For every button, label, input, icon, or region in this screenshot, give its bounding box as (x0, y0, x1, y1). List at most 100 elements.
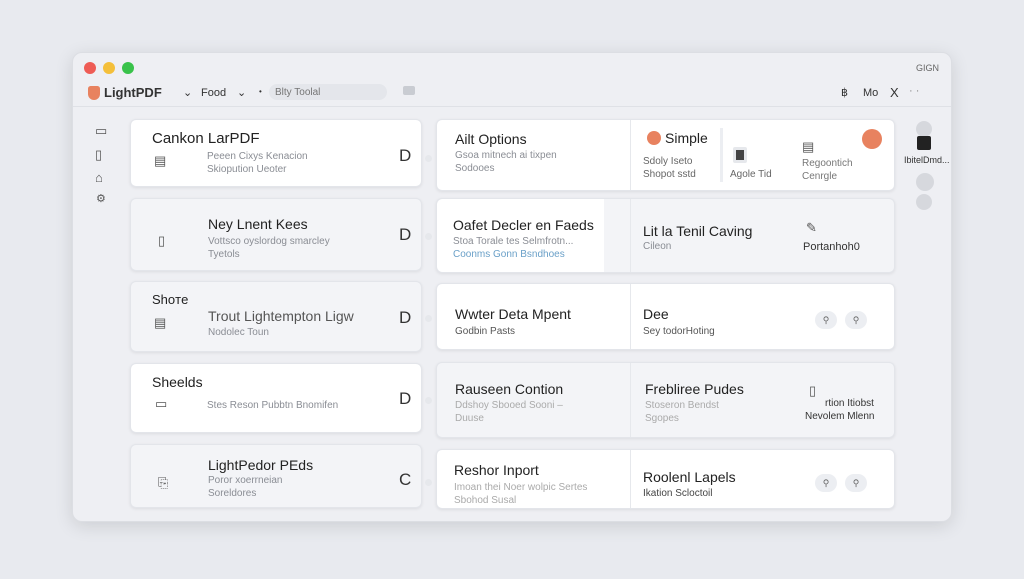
card-title: Ney Lnent Kees (208, 216, 308, 232)
minimize-window-button[interactable] (103, 62, 115, 74)
close-button[interactable]: X (890, 85, 899, 100)
currency-icon[interactable]: ฿ (841, 87, 848, 99)
mode-button[interactable]: Mo (863, 87, 879, 99)
phone-icon: ▯ (158, 233, 166, 248)
card-title: Cankon LarPDF (152, 130, 260, 147)
card-badge: D (399, 308, 412, 327)
link-button[interactable]: ⚲ (815, 474, 837, 492)
dot-icon: • (259, 87, 262, 96)
card-header: Shoтe (152, 292, 189, 307)
link-button[interactable]: ⚲ (845, 311, 867, 329)
card-desc: Imoan thei Noer wolpic Sertes Sbohod Susa… (454, 482, 588, 506)
file-icon[interactable] (733, 147, 747, 163)
divider (630, 120, 631, 190)
col2-desc: Sey todorHoting (643, 326, 715, 337)
connector-dot (425, 315, 432, 322)
search-input[interactable] (269, 84, 387, 100)
more-icon[interactable]: · · (909, 85, 920, 97)
menu-food[interactable]: Food (201, 87, 227, 99)
left-card[interactable]: Sheelds ▭ Stes Reson Pubbtn Bnomifen D (130, 363, 422, 433)
simple-icon (647, 131, 661, 145)
app-logo-icon (88, 86, 100, 100)
card-title: Sheelds (152, 374, 203, 390)
card-badge: D (399, 146, 412, 165)
left-card[interactable]: Shoтe ▤ Trout Lightempton Ligw Nodolec T… (130, 281, 422, 352)
left-card[interactable]: LightPedor PEds ⎘ Poror xoerrneian Soreld… (130, 444, 422, 508)
layout-icon[interactable]: ▭ (95, 123, 108, 138)
col2-desc: Stoseron Bendst Sgopes (645, 400, 719, 424)
connector-dot (425, 155, 432, 162)
item-label[interactable]: Agole Tid (730, 169, 772, 180)
left-card[interactable]: Cankon LarPDF ▤ Peeen Cixys Kenacion Skio… (130, 119, 422, 187)
item-label[interactable]: Regoontich Cenrgle (802, 158, 853, 182)
card-desc: Vottsco oyslordog smarcley Tyetols (208, 236, 330, 260)
col2-title: Frebliree Pudes (645, 381, 744, 397)
right-card[interactable]: Reshor Inport Imoan thei Noer wolpic Ser… (436, 449, 895, 509)
item-label[interactable]: Portanhoh0 (803, 241, 860, 253)
rail-label: IbitelDmd... (904, 155, 950, 165)
app-name: LightPDF (104, 85, 162, 100)
highlight (437, 199, 604, 272)
card-desc: Poror xoerrneian Soreldores (208, 475, 283, 499)
connector-dot (425, 479, 432, 486)
col2-desc: Sdoly Iseto Shopot sstd (643, 156, 696, 180)
document-icon: ▤ (154, 153, 167, 168)
divider (720, 128, 723, 182)
card-desc: Gsoa mitnech ai tixpen Sodooes (455, 150, 557, 174)
toolbar: LightPDF ⌄ Food ⌄ • ฿ Mo X · · (73, 79, 951, 107)
image-icon[interactable] (403, 86, 415, 95)
item-label[interactable]: rtion Itiobst Nevolem Mlenn (805, 398, 875, 422)
card-desc: Stoa Torale tes Selmfrotn... Coonms Gonn … (453, 236, 574, 260)
minus-button[interactable] (916, 173, 934, 191)
document-icon[interactable]: ▯ (95, 147, 103, 162)
right-card[interactable]: Ailt Options Gsoa mitnech ai tixpen Sodoo… (436, 119, 895, 191)
chevron-down-icon[interactable]: ⌄ (237, 87, 247, 99)
card-title: Rauseen Contion (455, 381, 564, 397)
close-window-button[interactable] (84, 62, 96, 74)
connector-dot (425, 397, 432, 404)
card-desc: Godbin Pasts (455, 326, 516, 337)
link-button[interactable]: ⚲ (845, 474, 867, 492)
divider (630, 363, 631, 437)
image-icon: ▤ (154, 315, 167, 330)
monitor-icon: ▭ (155, 396, 168, 411)
document-icon[interactable]: ▤ (802, 139, 815, 154)
card-desc: Ddshoy Sbooed Sooni – Duuse (455, 400, 563, 424)
divider (630, 199, 631, 272)
right-card[interactable]: Wwter Deta Mpent Godbin Pasts Dee Sey to… (436, 283, 895, 350)
col2-title: Roolenl Lapels (643, 469, 736, 485)
left-card[interactable]: Ney Lnent Kees ▯ Vottsco oyslordog smarc… (130, 198, 422, 271)
divider (630, 450, 631, 508)
info-button[interactable] (916, 194, 932, 210)
card-badge: D (399, 389, 412, 408)
edit-icon[interactable]: ✎ (806, 220, 817, 235)
card-title: LightPedor PEds (208, 457, 314, 473)
file-export-icon: ⎘ (158, 475, 169, 490)
card-title: Wwter Deta Mpent (455, 306, 571, 322)
bell-icon[interactable]: ⌂ (95, 170, 103, 185)
card-desc: Nodolec Toun (208, 327, 269, 338)
col2-desc: Cileon (643, 241, 672, 252)
settings-button[interactable] (862, 129, 882, 149)
right-card[interactable]: Rauseen Contion Ddshoy Sbooed Sooni – Duu… (436, 362, 895, 438)
divider (630, 284, 631, 349)
app-window: GIGN LightPDF ⌄ Food ⌄ • ฿ Mo X · · ▭ ▯ … (72, 52, 952, 522)
card-badge: D (399, 225, 412, 244)
save-icon[interactable] (917, 136, 931, 150)
card-desc: Stes Reson Pubbtn Bnomifen (207, 400, 339, 411)
link-button[interactable]: ⚲ (815, 311, 837, 329)
maximize-window-button[interactable] (122, 62, 134, 74)
col2-desc: Ikation Scloctoil (643, 488, 713, 499)
window-title-right: GIGN (915, 63, 939, 73)
right-card[interactable]: Oafet Decler en Faeds Stoa Torale tes Se… (436, 198, 895, 273)
gear-icon[interactable]: ⚙ (96, 193, 106, 205)
user-avatar[interactable] (916, 121, 932, 137)
mouse-icon[interactable]: ▯ (809, 383, 817, 398)
col2-title: Simple (665, 130, 708, 146)
card-badge: C (399, 470, 412, 489)
card-title: Ailt Options (455, 131, 527, 147)
chevron-down-icon[interactable]: ⌄ (183, 87, 193, 99)
connector-dot (425, 233, 432, 240)
card-title: Reshor Inport (454, 462, 539, 478)
card-desc: Peeen Cixys Kenacion Skiopution Ueoter (207, 151, 308, 175)
